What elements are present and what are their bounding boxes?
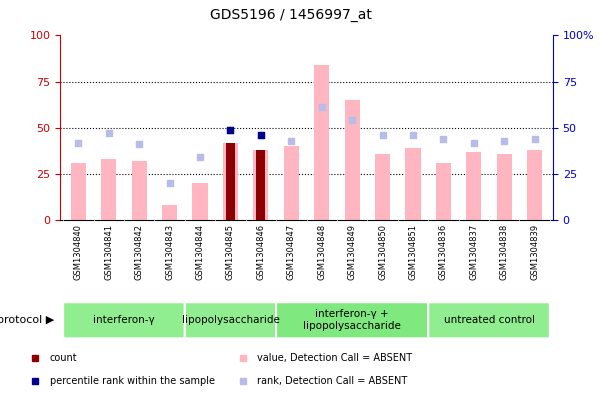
Point bbox=[408, 132, 418, 138]
Bar bbox=[527, 150, 542, 220]
Text: value, Detection Call = ABSENT: value, Detection Call = ABSENT bbox=[257, 353, 412, 363]
Point bbox=[530, 136, 540, 142]
Text: protocol ▶: protocol ▶ bbox=[0, 315, 54, 325]
Bar bbox=[436, 163, 451, 220]
Point bbox=[347, 117, 357, 123]
Text: GSM1304837: GSM1304837 bbox=[469, 224, 478, 280]
FancyBboxPatch shape bbox=[63, 302, 185, 338]
Text: GSM1304849: GSM1304849 bbox=[347, 224, 356, 280]
Bar bbox=[101, 159, 117, 220]
Point bbox=[135, 141, 144, 147]
Point bbox=[378, 132, 388, 138]
Point bbox=[225, 127, 235, 133]
Bar bbox=[226, 143, 235, 220]
Bar bbox=[71, 163, 86, 220]
Text: GSM1304840: GSM1304840 bbox=[74, 224, 83, 280]
Bar bbox=[496, 154, 512, 220]
Point bbox=[287, 138, 296, 144]
Text: percentile rank within the sample: percentile rank within the sample bbox=[49, 376, 215, 386]
Text: count: count bbox=[49, 353, 77, 363]
Point bbox=[317, 104, 326, 110]
Text: lipopolysaccharide: lipopolysaccharide bbox=[182, 315, 279, 325]
Text: GSM1304845: GSM1304845 bbox=[226, 224, 235, 280]
Text: GSM1304848: GSM1304848 bbox=[317, 224, 326, 280]
Bar bbox=[192, 183, 207, 220]
Point bbox=[195, 154, 205, 160]
Bar bbox=[344, 100, 360, 220]
Text: GSM1304850: GSM1304850 bbox=[378, 224, 387, 280]
FancyBboxPatch shape bbox=[185, 302, 276, 338]
Point bbox=[469, 140, 478, 146]
Bar bbox=[256, 150, 266, 220]
Bar bbox=[284, 146, 299, 220]
Point bbox=[439, 136, 448, 142]
Point bbox=[499, 138, 509, 144]
Bar bbox=[375, 154, 390, 220]
Text: GSM1304846: GSM1304846 bbox=[257, 224, 266, 280]
Text: GSM1304851: GSM1304851 bbox=[409, 224, 418, 280]
FancyBboxPatch shape bbox=[276, 302, 428, 338]
Text: interferon-γ: interferon-γ bbox=[93, 315, 155, 325]
Text: GSM1304847: GSM1304847 bbox=[287, 224, 296, 280]
Text: untreated control: untreated control bbox=[444, 315, 534, 325]
Bar bbox=[223, 143, 238, 220]
Text: GSM1304838: GSM1304838 bbox=[500, 224, 508, 280]
Point bbox=[225, 127, 235, 133]
Text: GSM1304836: GSM1304836 bbox=[439, 224, 448, 280]
Text: GSM1304843: GSM1304843 bbox=[165, 224, 174, 280]
Text: GSM1304844: GSM1304844 bbox=[195, 224, 204, 280]
Text: interferon-γ +
lipopolysaccharide: interferon-γ + lipopolysaccharide bbox=[303, 310, 401, 331]
Bar bbox=[132, 161, 147, 220]
Text: GSM1304839: GSM1304839 bbox=[530, 224, 539, 280]
Text: GDS5196 / 1456997_at: GDS5196 / 1456997_at bbox=[210, 7, 372, 22]
Bar bbox=[314, 65, 329, 220]
Point bbox=[256, 132, 266, 138]
Point bbox=[73, 140, 83, 146]
Point bbox=[104, 130, 114, 136]
FancyBboxPatch shape bbox=[428, 302, 550, 338]
Bar bbox=[253, 150, 269, 220]
Text: GSM1304842: GSM1304842 bbox=[135, 224, 144, 280]
Bar bbox=[406, 148, 421, 220]
Bar bbox=[162, 205, 177, 220]
Bar bbox=[466, 152, 481, 220]
Point bbox=[165, 180, 174, 186]
Text: GSM1304841: GSM1304841 bbox=[105, 224, 113, 280]
Point bbox=[256, 132, 266, 138]
Text: rank, Detection Call = ABSENT: rank, Detection Call = ABSENT bbox=[257, 376, 407, 386]
